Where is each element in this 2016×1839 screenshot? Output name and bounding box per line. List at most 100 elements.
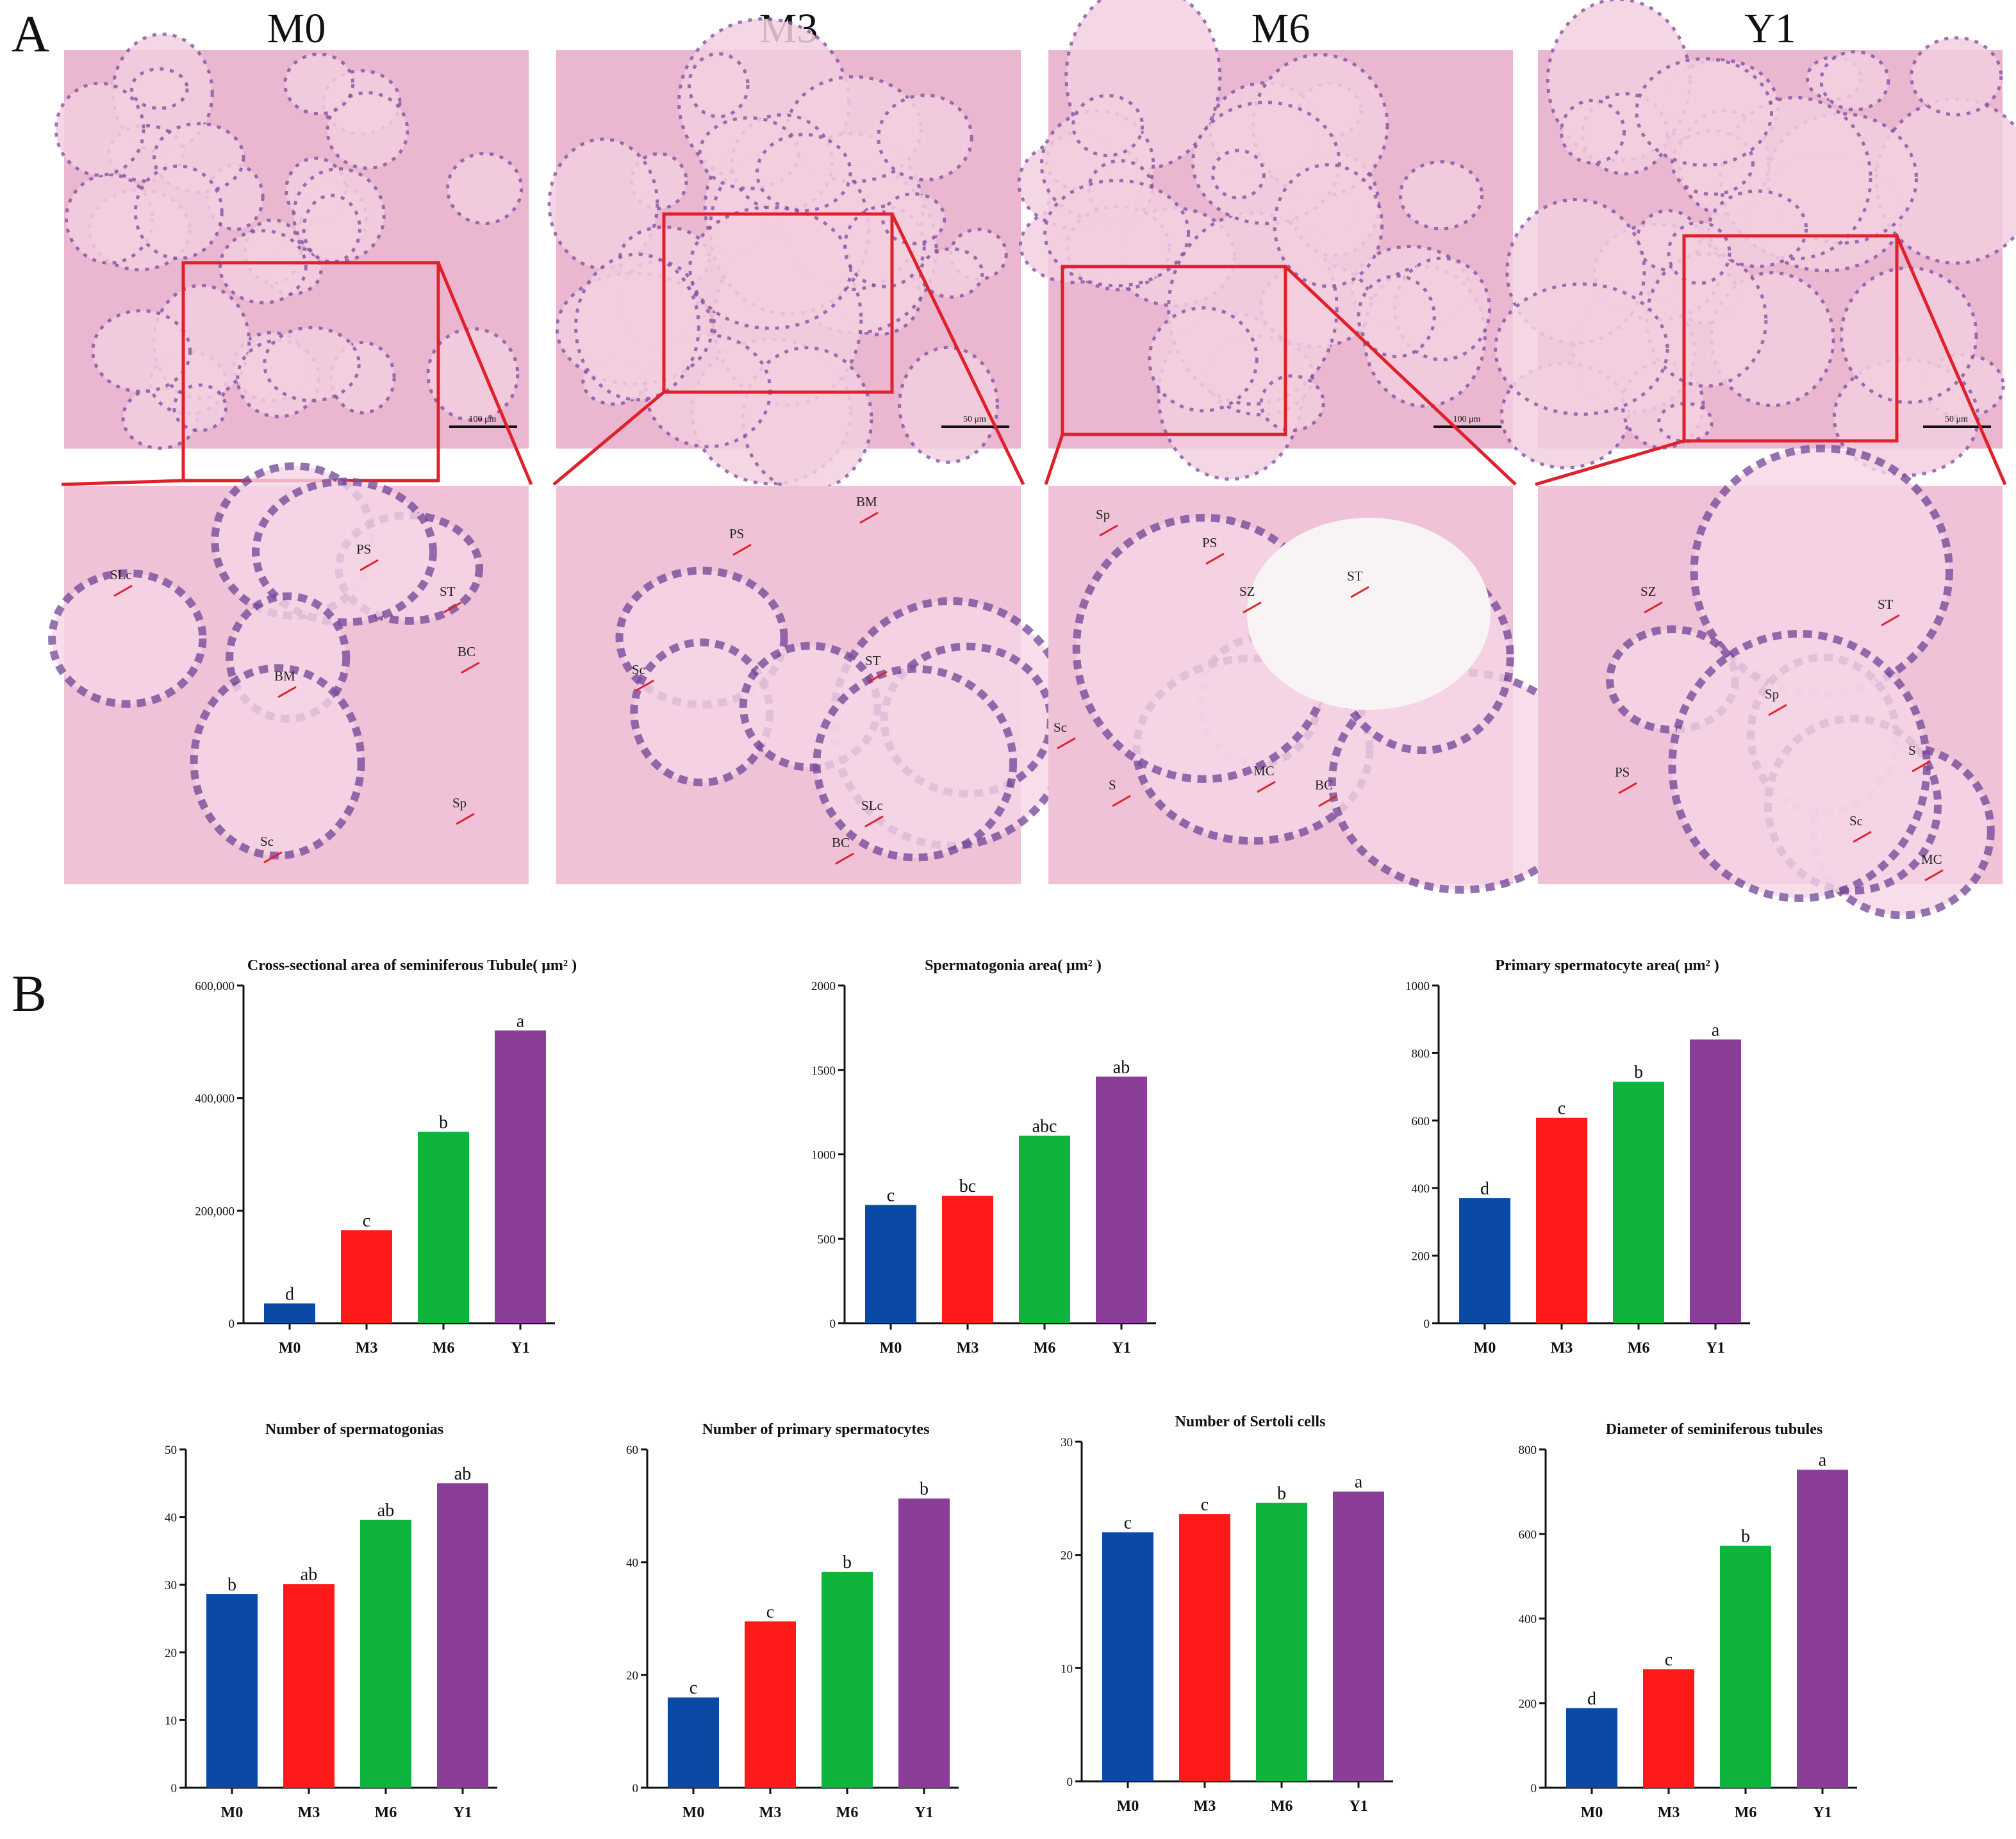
y-tick-label: 20	[1061, 1549, 1073, 1563]
x-tick-label: M0	[880, 1340, 902, 1357]
bar-m0	[206, 1594, 258, 1788]
bar-y1	[1797, 1469, 1848, 1788]
bar-m6	[1256, 1503, 1307, 1781]
x-tick-label: M3	[1658, 1804, 1680, 1821]
annotation-arrow	[868, 670, 888, 683]
seminiferous-tubule-shape	[741, 346, 873, 493]
seminiferous-tubule-shape	[54, 81, 145, 177]
annotation-label: PS	[1202, 535, 1217, 550]
annotation-label: SZ	[1239, 584, 1255, 599]
chart-title: Number of spermatogonias	[265, 1421, 443, 1438]
bar-m6	[822, 1571, 873, 1788]
seminiferous-tubule-shape	[1357, 274, 1436, 359]
annotation-arrow	[1618, 782, 1637, 795]
significance-letter: a	[1712, 1020, 1720, 1040]
bar-m0	[668, 1697, 719, 1788]
scale-bar-label: 100 μm	[469, 415, 497, 424]
seminiferous-tubule-shape	[1635, 57, 1774, 167]
micrograph-detail-3: Sp PS ST SZ Sc MC BC S	[1048, 486, 1595, 894]
x-tick-label: Y1	[914, 1804, 933, 1821]
y-tick-label: 400,000	[195, 1093, 235, 1106]
significance-letter: c	[1665, 1650, 1673, 1670]
annotation-arrow	[277, 686, 297, 698]
y-tick-label: 40	[626, 1556, 638, 1570]
y-tick-label: 0	[229, 1317, 235, 1331]
seminiferous-tubule-shape	[881, 192, 946, 245]
annotation-arrow	[113, 584, 133, 597]
annotation-arrow	[1350, 586, 1369, 598]
seminiferous-tubule-shape	[302, 194, 361, 264]
seminiferous-tubule-shape	[1690, 444, 1953, 698]
y-tick-label: 800	[1412, 1047, 1430, 1060]
x-tick-label: M6	[1735, 1804, 1757, 1821]
bar-y1	[437, 1483, 488, 1788]
bar-m0	[1459, 1198, 1510, 1323]
significance-letter: ab	[454, 1464, 471, 1484]
bar-chart-3: Primary spermatocyte area( μm² ) 0 200 400 6…	[1405, 957, 1750, 1357]
bar-m0	[264, 1303, 315, 1323]
chart-title: Primary spermatocyte area( μm² )	[1495, 957, 1719, 974]
bar-m0	[865, 1205, 916, 1323]
seminiferous-tubule-shape	[172, 383, 227, 433]
bar-m3	[283, 1584, 335, 1788]
annotation-arrow	[1205, 552, 1225, 565]
chart-title: Cross-sectional area of seminiferous Tub…	[247, 957, 577, 974]
significance-letter: abc	[1032, 1117, 1057, 1137]
seminiferous-tubule-shape	[1910, 36, 2003, 117]
annotation-arrow	[1912, 760, 1931, 773]
annotation-arrow	[1768, 704, 1787, 716]
zoom-connector-line	[890, 213, 1025, 486]
annotation-label: S	[1109, 777, 1116, 793]
seminiferous-tubule-shape	[1259, 374, 1325, 433]
annotation-label: ST	[1347, 568, 1363, 584]
y-tick-label: 500	[818, 1233, 836, 1246]
y-tick-label: 0	[1424, 1317, 1430, 1331]
significance-letter: b	[227, 1575, 236, 1595]
seminiferous-tubule-shape	[326, 91, 409, 170]
seminiferous-tubule-shape	[1559, 99, 1626, 165]
y-tick-label: 2000	[811, 980, 836, 993]
chart-title: Number of primary spermatocytes	[702, 1421, 930, 1438]
bar-m3	[942, 1196, 993, 1323]
annotation-label: ST	[440, 584, 456, 599]
annotation-label: ST	[1878, 597, 1894, 612]
y-tick-label: 200	[1412, 1250, 1430, 1264]
zoom-connector-line	[1895, 235, 2007, 485]
annotation-label: Sp	[1765, 686, 1779, 702]
panel-b-label: B	[12, 964, 47, 1023]
y-tick-label: 10	[165, 1714, 177, 1728]
bar-chart-5: Number of primary spermatocytes 0 20 40 60 c M…	[626, 1421, 959, 1821]
zoom-connector-line	[1535, 439, 1685, 486]
y-tick-label: 10	[1061, 1662, 1073, 1676]
y-tick-label: 40	[165, 1512, 177, 1525]
annotation-arrow	[1881, 614, 1900, 627]
bar-m0	[1566, 1708, 1617, 1788]
x-tick-label: M3	[759, 1804, 782, 1821]
seminiferous-tubule-shape	[1273, 163, 1384, 288]
y-tick-label: 600	[1412, 1115, 1430, 1128]
annotation-arrow	[1853, 830, 1872, 843]
annotation-arrow	[1924, 869, 1944, 882]
annotation-arrow	[635, 679, 654, 692]
annotation-arrow	[359, 559, 379, 572]
annotation-label: BM	[274, 668, 295, 684]
y-tick-label: 30	[1061, 1436, 1073, 1449]
annotation-arrow	[461, 661, 480, 674]
x-tick-label: Y1	[1706, 1340, 1724, 1357]
x-tick-label: M0	[221, 1804, 244, 1821]
bar-chart-2: Spermatogonia area( μm² ) 0 500 1000 1500 200…	[811, 957, 1156, 1357]
x-tick-label: M0	[1117, 1798, 1139, 1815]
significance-letter: ab	[1113, 1057, 1130, 1077]
x-tick-label: M6	[375, 1804, 397, 1821]
seminiferous-tubule-shape	[688, 205, 853, 330]
micrograph-overview-4: 50 μm	[1494, 0, 2016, 477]
significance-letter: c	[363, 1211, 370, 1231]
chart-title: Spermatogonia area( μm² )	[925, 957, 1102, 974]
bar-m6	[1720, 1546, 1771, 1788]
x-tick-label: M6	[1628, 1340, 1650, 1357]
micrograph-overview-3: 100 μm	[1017, 0, 1513, 481]
y-tick-label: 20	[626, 1669, 638, 1683]
bar-y1	[1096, 1076, 1147, 1323]
annotation-label: BM	[856, 494, 877, 509]
